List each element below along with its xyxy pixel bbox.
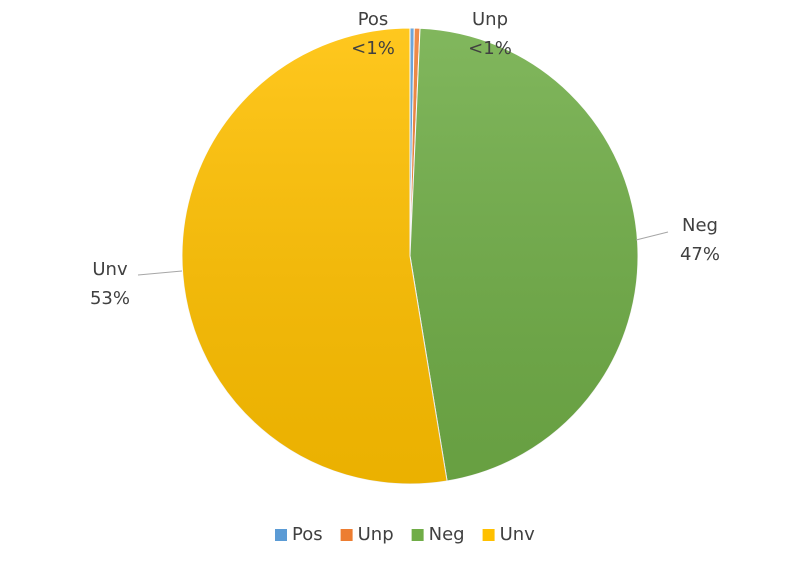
data-label-category: Pos — [358, 9, 389, 30]
legend-swatch — [482, 529, 495, 541]
data-label-category: Unv — [92, 259, 128, 280]
legend-swatch — [275, 529, 287, 541]
legend-label: Neg — [429, 524, 465, 545]
data-label-value: <1% — [351, 38, 395, 59]
data-label-category: Unp — [472, 9, 508, 30]
legend-label: Unv — [500, 524, 536, 545]
legend-label: Pos — [292, 524, 323, 545]
legend-swatch — [411, 529, 424, 541]
data-label-value: 53% — [90, 288, 130, 309]
legend-swatch — [340, 529, 353, 541]
data-label-category: Neg — [682, 215, 718, 236]
data-label-value: 47% — [680, 244, 720, 265]
leader-line — [137, 270, 183, 276]
pie-slice — [181, 27, 448, 485]
data-label-value: <1% — [468, 38, 512, 59]
legend: Pos Unp Neg Unv — [275, 524, 535, 545]
pie-slice — [409, 27, 639, 482]
leader-line — [635, 231, 669, 241]
legend-label: Unp — [358, 524, 394, 545]
